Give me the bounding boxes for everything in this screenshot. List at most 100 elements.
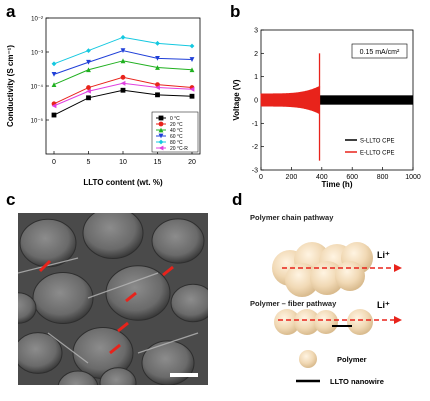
series-line (53, 60, 193, 86)
y-tick-label: 10⁻⁵ (31, 118, 44, 125)
data-point (155, 55, 160, 61)
data-point (155, 85, 160, 90)
voltage-chart: 3 2 1 0 -1 -2 -3 0 200 400 600 800 1000 0.15 mA/cm²… (232, 28, 421, 190)
pathway-schematic: Polymer chain pathway Li⁺ Polymer – fibe… (250, 213, 402, 386)
x-tick-label: 15 (154, 159, 162, 166)
legend-marker (158, 145, 164, 151)
legend-marker (158, 115, 164, 121)
sem-image (18, 213, 208, 385)
legend-label: 20 °C-R (170, 146, 188, 152)
arrowhead-icon (394, 316, 402, 324)
data-point (120, 58, 126, 64)
data-point (155, 40, 160, 46)
data-point (86, 67, 91, 73)
sem-grain (151, 218, 205, 264)
sem-micrograph (18, 213, 208, 385)
data-point (51, 61, 57, 67)
legend-label: S-LLTO CPE (360, 139, 394, 145)
red-arrow-markers (38, 259, 174, 355)
data-point (51, 82, 57, 87)
data-point (86, 85, 91, 90)
li-ion-label-2: Li⁺ (377, 300, 390, 310)
y-tick-label: 2 (254, 51, 258, 58)
y-tick-label: -2 (252, 144, 258, 151)
x-tick-label: 800 (377, 174, 389, 181)
y-tick-label: 10⁻⁴ (31, 84, 44, 91)
legend-label: 60 °C (170, 134, 183, 140)
sem-grain (99, 367, 137, 385)
x-tick-label: 5 (87, 159, 91, 166)
data-point (189, 86, 195, 92)
sem-grain (170, 283, 208, 323)
data-point (86, 95, 91, 101)
data-point (189, 67, 195, 73)
data-point (120, 48, 126, 53)
sem-grain (105, 265, 171, 321)
data-point (86, 88, 91, 94)
data-point (189, 57, 195, 62)
legend-marker (158, 127, 164, 133)
sem-grain (57, 370, 99, 385)
sem-grain (18, 292, 37, 324)
x-tick-label: 400 (316, 174, 328, 181)
legend-marker (158, 121, 164, 127)
x-tick-label: 20 (188, 159, 196, 166)
data-point (51, 71, 57, 77)
data-point (51, 112, 57, 118)
x-tick-label: 10 (119, 159, 127, 166)
panel-label-d: d (232, 190, 243, 209)
data-point (155, 65, 160, 70)
arrowhead-icon (394, 264, 402, 272)
data-point (120, 87, 126, 93)
y-tick-label: -3 (252, 168, 258, 175)
x-axis-label: Time (h) (322, 180, 353, 189)
legend-label: 20 °C (170, 122, 183, 128)
sem-grain (82, 213, 144, 259)
sem-grain (19, 218, 77, 268)
x-tick-label: 200 (286, 174, 298, 181)
scale-bar (170, 373, 198, 377)
panel-label-b: b (230, 2, 241, 21)
current-density-box (351, 43, 408, 59)
data-point (155, 92, 160, 98)
panel-label-a: a (6, 2, 16, 21)
x-tick-label: 0 (52, 159, 56, 166)
legend-label: 80 °C (170, 140, 183, 146)
series-line-e-llto (260, 85, 321, 114)
x-tick-label: 1000 (405, 174, 421, 181)
data-point (86, 48, 91, 53)
polymer-legend-label: Polymer (337, 355, 367, 364)
x-tick-label: 600 (346, 174, 358, 181)
current-density-annotation: 0.15 mA/cm² (360, 49, 400, 56)
polymer-fiber-cluster (274, 309, 373, 335)
data-point (51, 103, 57, 109)
sem-grain (18, 332, 63, 374)
x-tick-label: 0 (259, 174, 263, 181)
data-point (120, 34, 126, 40)
legend-label: 40 °C (170, 128, 183, 134)
data-point (189, 43, 195, 49)
red-arrow (125, 291, 137, 303)
red-arrow (117, 321, 129, 333)
polymer-legend-swatch (299, 350, 317, 368)
legend-marker (158, 133, 164, 139)
series-line (53, 82, 193, 107)
data-point (189, 93, 195, 99)
y-tick-label: 10⁻³ (31, 51, 43, 57)
y-tick-label: 0 (254, 98, 258, 105)
legend-label: 0 °C (170, 116, 180, 122)
red-arrow (162, 265, 174, 277)
conductivity-chart: 10⁻² 10⁻³ 10⁻⁴ 10⁻⁵ 0 5 10 15 20 0 °C20 °C40 °C… (6, 17, 201, 187)
legend-marker (158, 139, 164, 145)
pathway1-label: Polymer chain pathway (250, 213, 334, 222)
sem-grain (141, 340, 195, 385)
y-axis-label: Voltage (V) (232, 79, 241, 121)
y-axis-label: Conductivity (S cm⁻¹) (6, 45, 15, 127)
series-band-s-llto (261, 95, 413, 105)
red-arrow (109, 343, 121, 355)
data-point (120, 80, 126, 86)
data-point (120, 74, 126, 80)
nanowire-legend-label: LLTO nanowire (330, 377, 384, 386)
y-tick-label: -1 (252, 121, 258, 128)
y-tick-label: 1 (254, 74, 258, 81)
